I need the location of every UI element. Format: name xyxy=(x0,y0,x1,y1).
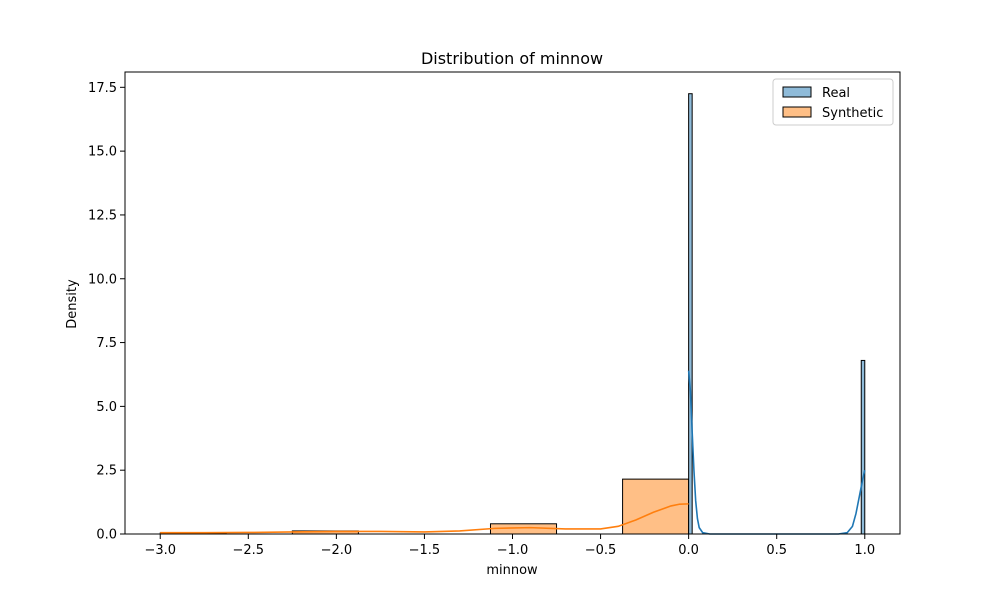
legend: Real Synthetic xyxy=(772,78,894,126)
kde-line-real xyxy=(687,370,866,535)
bar-real-0 xyxy=(688,93,693,535)
legend-label-synthetic: Synthetic xyxy=(822,106,883,121)
x-tick-label: 0.5 xyxy=(766,543,787,558)
chart-title: Distribution of minnow xyxy=(421,49,603,68)
x-tick-label: 0.0 xyxy=(678,543,699,558)
x-axis-label: minnow xyxy=(486,563,538,578)
y-tick-label: 2.5 xyxy=(96,464,117,479)
y-tick-label: 15.0 xyxy=(88,145,117,160)
x-tick-label: −0.5 xyxy=(585,543,617,558)
legend-swatch-synthetic xyxy=(782,106,812,118)
axes-frame xyxy=(124,71,901,535)
y-tick-label: 0.0 xyxy=(96,528,117,543)
kde-line-synthetic xyxy=(160,503,689,534)
y-tick-label: 7.5 xyxy=(96,336,117,351)
legend-label-real: Real xyxy=(822,86,850,101)
y-tick-label: 12.5 xyxy=(88,208,117,223)
x-tick-label: −1.0 xyxy=(497,543,529,558)
y-tick-label: 17.5 xyxy=(88,81,117,96)
y-tick-label: 10.0 xyxy=(88,272,117,287)
x-tick-label: −2.0 xyxy=(321,543,353,558)
bar-synthetic-3 xyxy=(622,478,690,535)
bar-real-1 xyxy=(860,359,866,535)
x-tick-label: −2.5 xyxy=(233,543,265,558)
x-tick-label: 1.0 xyxy=(854,543,875,558)
plot-area: −3.0 −2.5 −2.0 −1.5 −1.0 −0.5 0.0 0.5 1.0 0.0 2.5 5… xyxy=(88,71,901,558)
legend-swatch-real xyxy=(782,86,812,98)
x-tick-label: −3.0 xyxy=(144,543,176,558)
y-axis-label: Density xyxy=(65,279,80,329)
x-tick-label: −1.5 xyxy=(409,543,441,558)
y-tick-label: 5.0 xyxy=(96,400,117,415)
